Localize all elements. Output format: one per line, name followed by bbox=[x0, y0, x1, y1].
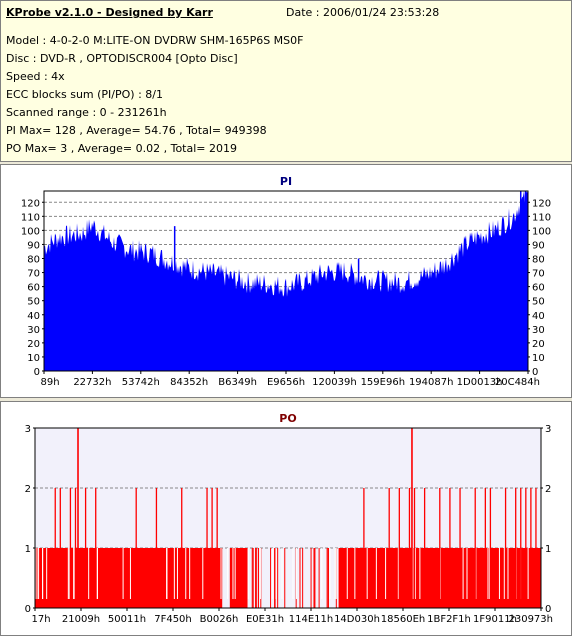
po-level1-band bbox=[229, 548, 248, 608]
po-ytick-left: 2 bbox=[25, 484, 31, 495]
po-summary: PO Max= 3 , Average= 0.02 , Total= 2019 bbox=[6, 142, 237, 155]
pi-ytick-left: 10 bbox=[27, 353, 40, 364]
pi-ytick-left: 20 bbox=[27, 339, 40, 350]
po-xtick-label: 7F450h bbox=[154, 614, 192, 625]
po-ytick-right: 0 bbox=[545, 604, 551, 615]
pi-chart-panel: PI 0 0 10 10 20 20 30 30 40 40 50 50 60 60 70 70 80 80 90 90… bbox=[0, 164, 572, 398]
pi-xtick-label: E9656h bbox=[267, 377, 305, 388]
pi-ytick-right: 100 bbox=[532, 226, 551, 237]
po-ytick-left: 3 bbox=[25, 424, 31, 435]
pi-xtick-label: 20C484h bbox=[495, 377, 540, 388]
pi-xtick-label: 1D0013h bbox=[457, 377, 503, 388]
po-xtick-label: 50011h bbox=[108, 614, 146, 625]
po-title: PO bbox=[279, 412, 296, 425]
po-ytick-right: 3 bbox=[545, 424, 551, 435]
pi-plot-border bbox=[43, 190, 529, 372]
scanned-range: Scanned range : 0 - 231261h bbox=[6, 106, 167, 119]
po-xtick-label: 14D030h bbox=[334, 614, 380, 625]
po-xtick-label: 17h bbox=[31, 614, 50, 625]
pi-ytick-right: 120 bbox=[532, 198, 551, 209]
pi-ytick-left: 90 bbox=[27, 240, 40, 251]
pi-ytick-right: 20 bbox=[532, 339, 545, 350]
po-xtick-label: 230973h bbox=[508, 614, 553, 625]
po-plot-border bbox=[34, 427, 542, 609]
speed-info: Speed : 4x bbox=[6, 70, 65, 83]
pi-ytick-right: 80 bbox=[532, 255, 545, 266]
pi-ytick-left: 80 bbox=[27, 255, 40, 266]
pi-xtick-label: 89h bbox=[40, 377, 59, 388]
po-xtick-label: 1F9011h bbox=[473, 614, 517, 625]
pi-ytick-left: 0 bbox=[34, 367, 40, 378]
pi-ytick-left: 40 bbox=[27, 311, 40, 322]
report-header: KProbe v2.1.0 - Designed by Karr Date : … bbox=[0, 0, 572, 162]
pi-ytick-right: 60 bbox=[532, 283, 545, 294]
pi-ytick-left: 60 bbox=[27, 283, 40, 294]
pi-ytick-right: 50 bbox=[532, 297, 545, 308]
po-xtick-label: 18560Eh bbox=[381, 614, 425, 625]
pi-xtick-label: 22732h bbox=[73, 377, 111, 388]
pi-ytick-right: 0 bbox=[532, 367, 538, 378]
po-ytick-left: 0 bbox=[25, 604, 31, 615]
pi-ytick-right: 40 bbox=[532, 311, 545, 322]
app-title: KProbe v2.1.0 - Designed by Karr bbox=[6, 6, 213, 19]
po-level1-band bbox=[35, 548, 223, 608]
disc-info: Disc : DVD-R , OPTODISCR004 [Opto Disc] bbox=[6, 52, 238, 65]
pi-summary: PI Max= 128 , Average= 54.76 , Total= 94… bbox=[6, 124, 267, 137]
pi-ytick-left: 50 bbox=[27, 297, 40, 308]
pi-ytick-right: 110 bbox=[532, 212, 551, 223]
pi-xtick-label: 159E96h bbox=[361, 377, 405, 388]
pi-xtick-label: 120039h bbox=[312, 377, 357, 388]
po-ytick-left: 1 bbox=[25, 544, 31, 555]
po-ytick-right: 2 bbox=[545, 484, 551, 495]
po-chart-panel: PO 0 0 1 1 2 2 3 3 17h 21009h 50011h 7F450h B0026h E0E… bbox=[0, 401, 572, 636]
pi-xtick-label: 84352h bbox=[170, 377, 208, 388]
pi-series-area bbox=[44, 191, 528, 371]
drive-model: Model : 4-0-2-0 M:LITE-ON DVDRW SHM-165P… bbox=[6, 34, 304, 47]
po-xtick-label: 1BF2F1h bbox=[427, 614, 471, 625]
scan-date: Date : 2006/01/24 23:53:28 bbox=[286, 6, 440, 19]
pi-ytick-right: 70 bbox=[532, 269, 545, 280]
pi-xtick-label: 194087h bbox=[409, 377, 454, 388]
pi-title: PI bbox=[280, 175, 292, 188]
ecc-blocks: ECC blocks sum (PI/PO) : 8/1 bbox=[6, 88, 163, 101]
pi-ytick-left: 100 bbox=[21, 226, 40, 237]
pi-ytick-right: 90 bbox=[532, 240, 545, 251]
pi-chart: PI 0 0 10 10 20 20 30 30 40 40 50 50 60 60 70 70 80 80 90 90… bbox=[21, 175, 551, 388]
pi-ytick-left: 70 bbox=[27, 269, 40, 280]
pi-ytick-left: 30 bbox=[27, 325, 40, 336]
po-xtick-label: 21009h bbox=[62, 614, 100, 625]
pi-ytick-left: 120 bbox=[21, 198, 40, 209]
pi-ytick-right: 10 bbox=[532, 353, 545, 364]
pi-ytick-left: 110 bbox=[21, 212, 40, 223]
po-xtick-label: E0E31h bbox=[246, 614, 284, 625]
pi-xtick-label: 53742h bbox=[122, 377, 160, 388]
po-xtick-label: 114E11h bbox=[289, 614, 333, 625]
pi-xtick-label: B6349h bbox=[218, 377, 257, 388]
pi-ytick-right: 30 bbox=[532, 325, 545, 336]
po-chart: PO 0 0 1 1 2 2 3 3 17h 21009h 50011h 7F450h B0026h E0E… bbox=[25, 412, 553, 625]
po-ytick-right: 1 bbox=[545, 544, 551, 555]
po-xtick-label: B0026h bbox=[200, 614, 239, 625]
